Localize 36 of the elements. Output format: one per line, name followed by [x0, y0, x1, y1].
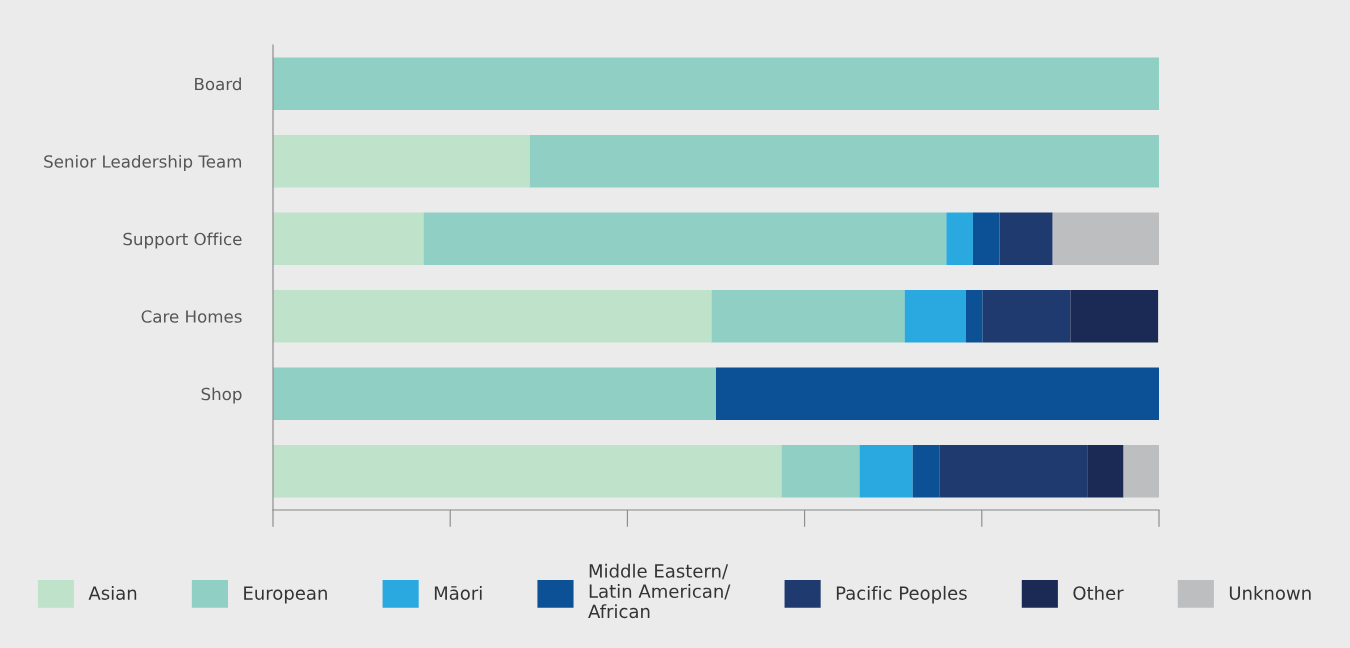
- bar: [982, 289, 1071, 343]
- legend-label: Unknown: [1229, 585, 1311, 600]
- bar: [912, 444, 940, 498]
- bar: [529, 134, 1159, 188]
- bar: [716, 367, 1159, 421]
- bar: [273, 444, 782, 498]
- bar: [1070, 289, 1159, 343]
- bar: [859, 444, 913, 498]
- bar: [939, 444, 1088, 498]
- bar: [1052, 212, 1159, 266]
- legend-label: Asian: [88, 585, 137, 600]
- legend-label: Other: [1073, 585, 1124, 600]
- bar: [972, 212, 1000, 266]
- bar: [273, 134, 530, 188]
- bar: [781, 444, 860, 498]
- bar: [946, 212, 973, 266]
- bar: [273, 367, 716, 421]
- bar: [711, 289, 905, 343]
- bar: [904, 289, 966, 343]
- bar: [273, 57, 1159, 111]
- legend-label: Māori: [434, 585, 482, 600]
- y-tick-label: Senior Leadership Team: [44, 154, 242, 172]
- bar: [273, 212, 424, 266]
- bar: [273, 289, 712, 343]
- y-tick-label: Support Office: [123, 232, 242, 249]
- bar: [423, 212, 947, 266]
- legend-label: Pacific Peoples: [836, 585, 967, 604]
- bar: [1087, 444, 1124, 498]
- y-tick-label: Shop: [201, 387, 242, 404]
- y-tick-label: Board: [195, 77, 241, 91]
- bar: [1123, 444, 1159, 498]
- bar: [965, 289, 983, 343]
- legend-label: European: [244, 586, 327, 604]
- legend-label: Middle Eastern/ Latin American/ African: [588, 563, 731, 619]
- bar: [999, 212, 1053, 266]
- y-tick-label: Care Homes: [141, 310, 242, 323]
